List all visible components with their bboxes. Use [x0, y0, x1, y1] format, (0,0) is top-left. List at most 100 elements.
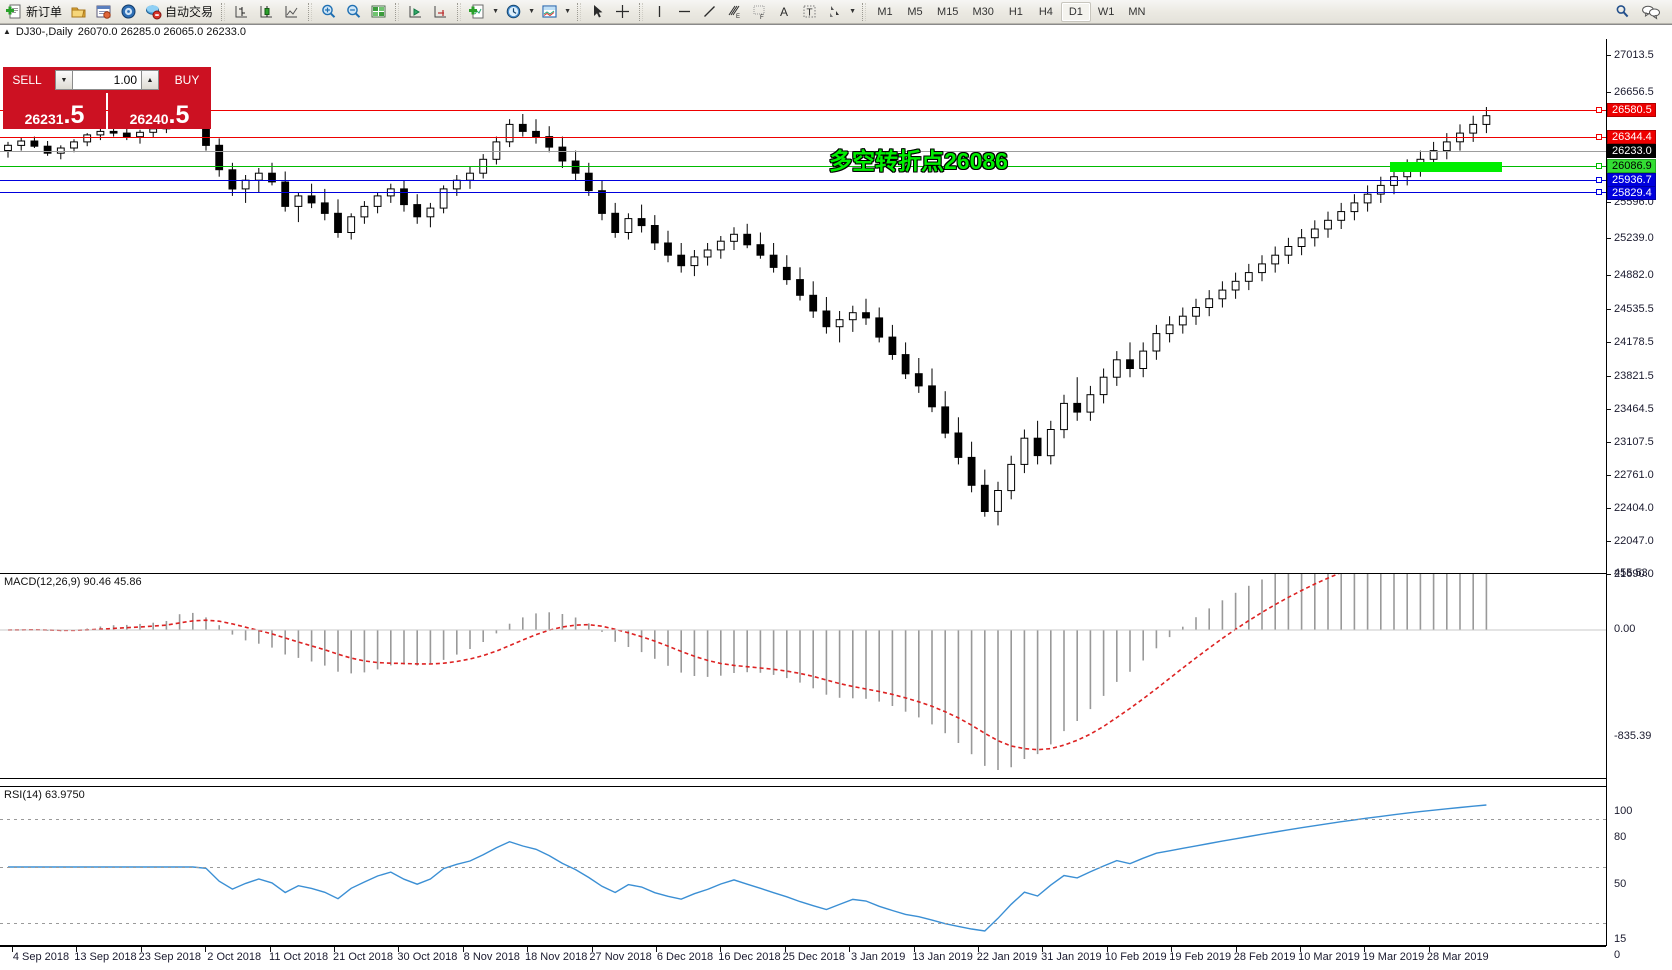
level-label-26086[interactable]: 26086.9	[1607, 159, 1656, 173]
timeframe-h1[interactable]: H1	[1008, 5, 1023, 18]
trendline-icon	[701, 3, 718, 20]
date-tick: 28 Mar 2019	[1426, 951, 1489, 963]
timeframe-m15[interactable]: M15	[937, 5, 959, 18]
market-watch-icon	[120, 3, 137, 20]
text-box-button[interactable]: T	[797, 1, 822, 23]
chat-icon[interactable]	[1641, 3, 1660, 20]
rsi-pane[interactable]: RSI(14) 63.9750	[0, 786, 1606, 946]
date-tick: 19 Mar 2019	[1362, 951, 1425, 963]
timeframe-m1[interactable]: M1	[877, 5, 893, 18]
date-tick: 30 Oct 2018	[397, 951, 458, 963]
channel-button[interactable]: F	[747, 1, 772, 23]
shapes-icon	[826, 3, 843, 20]
buy-button[interactable]: BUY	[163, 67, 211, 93]
period-dropdown-arrow[interactable]: ▼	[528, 8, 535, 15]
ohlc-values: 26070.0 26285.0 26065.0 26233.0	[77, 26, 246, 38]
horizontal-line-button[interactable]	[672, 1, 697, 23]
channel-icon: F	[751, 3, 768, 20]
sell-price-integer: 26231	[24, 111, 64, 127]
volume-increase-button[interactable]: ▲	[141, 71, 158, 89]
level-handle-25829[interactable]	[1596, 189, 1602, 195]
rsi-series	[8, 804, 1487, 932]
one-click-trading-panel[interactable]: SELL ▼ 1.00 ▲ BUY 26231 .5 26240 .5	[3, 67, 211, 129]
sell-price-fraction: .5	[63, 100, 85, 129]
volume-decrease-button[interactable]: ▼	[56, 71, 73, 89]
horizontal-line-icon	[676, 3, 693, 20]
date-axis[interactable]: 4 Sep 2018 13 Sep 2018 23 Sep 2018 2 Oct 20…	[0, 946, 1606, 970]
level-handle-26086[interactable]	[1596, 163, 1602, 169]
market-watch-button[interactable]	[116, 1, 141, 23]
date-tick: 31 Jan 2019	[1041, 951, 1102, 963]
buy-price[interactable]: 26240 .5	[108, 93, 211, 129]
level-label-26344[interactable]: 26344.4	[1607, 130, 1656, 144]
trendline-button[interactable]	[697, 1, 722, 23]
period-icon	[505, 3, 522, 20]
date-tick: 6 Dec 2018	[656, 951, 714, 963]
auto-scroll-button[interactable]	[428, 1, 453, 23]
cursor-button[interactable]	[585, 1, 610, 23]
price-axis[interactable]: 27013.5 26656.5 25596.0 25239.0 24882.0 …	[1607, 39, 1672, 961]
volume-input[interactable]: 1.00	[113, 73, 137, 87]
date-tick: 11 Oct 2018	[269, 951, 329, 963]
timeframe-mn[interactable]: MN	[1128, 5, 1146, 18]
volume-stepper[interactable]: ▼ 1.00 ▲	[55, 70, 159, 90]
line-chart-button[interactable]	[279, 1, 304, 23]
autotrading-button[interactable]: 自动交易	[141, 1, 217, 23]
data-window-button[interactable]	[91, 1, 116, 23]
text-label-button[interactable]: A	[772, 1, 797, 23]
timeframe-m30[interactable]: M30	[972, 5, 994, 18]
tile-windows-button[interactable]	[366, 1, 391, 23]
level-line-26580[interactable]	[0, 110, 1606, 111]
vertical-line-button[interactable]	[647, 1, 672, 23]
level-label-25829[interactable]: 25829.4	[1607, 186, 1656, 200]
price-tick: 24882.0	[1607, 269, 1654, 281]
zoom-out-button[interactable]	[341, 1, 366, 23]
folder-icon	[70, 3, 87, 20]
zoom-in-button[interactable]	[316, 1, 341, 23]
new-order-button[interactable]: 新订单	[2, 1, 66, 23]
level-label-25936[interactable]: 25936.7	[1607, 173, 1656, 187]
timeframe-m5[interactable]: M5	[907, 5, 923, 18]
level-line-25936[interactable]	[0, 180, 1606, 181]
period-button[interactable]	[501, 1, 526, 23]
sell-price[interactable]: 26231 .5	[3, 93, 106, 129]
toolbar-separator	[221, 2, 226, 21]
template-dropdown-arrow[interactable]: ▼	[564, 8, 571, 15]
level-line-26344[interactable]	[0, 137, 1606, 138]
profiles-button[interactable]	[66, 1, 91, 23]
timeframe-d1[interactable]: D1	[1060, 1, 1091, 22]
crosshair-button[interactable]	[610, 1, 635, 23]
chart-annotation-text[interactable]: 多空转折点26086	[829, 148, 1008, 174]
chart-window[interactable]: ▲ DJ30-,Daily 26070.0 26285.0 26065.0 26…	[0, 24, 1672, 963]
level-line-25829[interactable]	[0, 192, 1606, 193]
timeframe-w1[interactable]: W1	[1097, 5, 1115, 18]
shapes-button[interactable]	[822, 1, 847, 23]
level-handle-26344[interactable]	[1596, 134, 1602, 140]
price-tick: 26656.5	[1607, 86, 1654, 98]
date-tick: 8 Nov 2018	[463, 951, 520, 963]
macd-tick: -835.39	[1614, 730, 1652, 742]
chart-shift-button[interactable]	[403, 1, 428, 23]
timeframe-h4[interactable]: H4	[1038, 5, 1053, 18]
level-label-26580[interactable]: 26580.5	[1607, 103, 1656, 117]
collapse-icon[interactable]: ▲	[3, 27, 11, 36]
text-box-icon: T	[801, 3, 818, 20]
indicators-button[interactable]	[465, 1, 490, 23]
level-handle-25936[interactable]	[1596, 177, 1602, 183]
candlestick-chart-button[interactable]	[254, 1, 279, 23]
fibonacci-button[interactable]: E	[722, 1, 747, 23]
vertical-line-icon	[651, 3, 668, 20]
indicators-dropdown-arrow[interactable]: ▼	[492, 8, 499, 15]
level-line-26086[interactable]	[0, 166, 1606, 167]
macd-pane[interactable]: MACD(12,26,9) 90.46 45.86	[0, 573, 1606, 779]
template-button[interactable]	[537, 1, 562, 23]
level-handle-26580[interactable]	[1596, 107, 1602, 113]
new-order-icon	[6, 3, 23, 20]
bar-chart-button[interactable]	[229, 1, 254, 23]
price-pane[interactable]: 多空转折点26086	[0, 39, 1606, 569]
rsi-gridline-50	[0, 867, 1606, 868]
new-order-label: 新订单	[26, 5, 63, 19]
shapes-dropdown-arrow[interactable]: ▼	[849, 8, 856, 15]
search-icon[interactable]	[1614, 3, 1631, 20]
sell-button[interactable]: SELL	[3, 67, 51, 93]
